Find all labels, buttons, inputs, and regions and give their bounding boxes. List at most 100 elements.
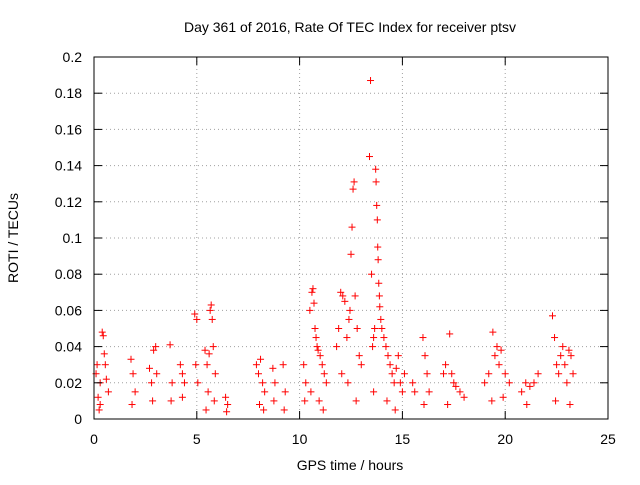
data-point [128, 401, 136, 409]
data-point [380, 334, 388, 342]
data-point [256, 401, 264, 409]
data-point [316, 352, 324, 360]
data-point [202, 406, 210, 414]
data-point [392, 364, 400, 372]
data-point [523, 401, 531, 409]
data-point [252, 361, 260, 369]
data-point [93, 361, 101, 369]
data-point [168, 379, 176, 387]
x-axis-label: GPS time / hours [297, 457, 404, 473]
data-point [279, 361, 287, 369]
data-point [314, 346, 322, 354]
data-point [388, 370, 396, 378]
data-point [398, 388, 406, 396]
data-point [411, 388, 419, 396]
data-point [394, 352, 402, 360]
data-point [386, 361, 394, 369]
y-tick-label: 0 [74, 411, 82, 427]
data-point [311, 325, 319, 332]
data-point [343, 334, 351, 342]
data-point [446, 330, 454, 338]
data-point [563, 379, 571, 387]
data-point [339, 292, 347, 300]
data-point [485, 370, 493, 378]
data-point [372, 165, 380, 173]
data-point [551, 334, 559, 342]
data-point [335, 325, 343, 332]
data-point [526, 382, 534, 390]
data-point [270, 397, 278, 405]
tick-layer: 0 0.02 0.04 0.06 0.08 0.1 0.12 0.14 0.16 0.18 0.2 0… [55, 49, 616, 447]
data-point [129, 370, 137, 378]
x-tick-label: 0 [90, 431, 98, 447]
data-point [552, 397, 560, 405]
data-point [352, 397, 360, 405]
data-point [530, 379, 538, 387]
data-point [495, 361, 503, 369]
data-point [373, 216, 381, 224]
data-point [320, 370, 328, 378]
data-point [534, 370, 542, 378]
data-point [95, 406, 103, 414]
data-point [355, 352, 363, 360]
data-point [99, 332, 107, 340]
data-point [101, 361, 109, 369]
data-point [419, 334, 427, 342]
data-point [315, 397, 323, 405]
data-point [350, 178, 358, 186]
data-point [374, 256, 382, 264]
data-point [561, 361, 569, 369]
data-point [194, 379, 202, 387]
y-tick-label: 0.08 [55, 266, 82, 282]
data-point [505, 379, 513, 387]
data-point [567, 352, 575, 360]
data-point [312, 334, 320, 342]
data-point [548, 312, 556, 320]
data-point [344, 379, 352, 387]
data-point [308, 288, 316, 296]
data-point [280, 406, 288, 414]
data-point [383, 397, 391, 405]
data-point [102, 375, 110, 383]
x-tick-label: 10 [292, 431, 308, 447]
data-point [206, 306, 214, 314]
data-point [319, 406, 327, 414]
data-point [518, 388, 526, 396]
data-point [310, 299, 318, 307]
data-point [260, 406, 268, 414]
data-point [460, 393, 468, 401]
data-point [209, 343, 217, 351]
data-point [489, 328, 497, 336]
points-layer [92, 77, 577, 416]
data-point [193, 315, 201, 323]
data-point [377, 315, 385, 323]
data-point [409, 379, 417, 387]
data-point [371, 325, 379, 332]
data-point [259, 379, 267, 387]
data-point [557, 352, 565, 360]
data-point [440, 370, 448, 378]
data-point [153, 370, 161, 378]
data-point [300, 361, 308, 369]
data-point [337, 288, 345, 296]
data-point [150, 346, 158, 354]
data-point [347, 250, 355, 258]
data-point [367, 77, 375, 85]
data-point [565, 346, 573, 354]
data-point [333, 343, 341, 351]
data-point [357, 361, 365, 369]
data-point [370, 388, 378, 396]
data-point [368, 270, 376, 278]
data-point [450, 379, 458, 387]
data-point [203, 361, 211, 369]
data-point [555, 370, 563, 378]
data-point [559, 343, 567, 351]
data-point [176, 361, 184, 369]
data-point [94, 393, 102, 401]
data-point [204, 388, 212, 396]
y-tick-label: 0.2 [63, 49, 83, 65]
data-point [553, 361, 561, 369]
data-point [341, 297, 349, 305]
y-tick-label: 0.14 [55, 158, 82, 174]
